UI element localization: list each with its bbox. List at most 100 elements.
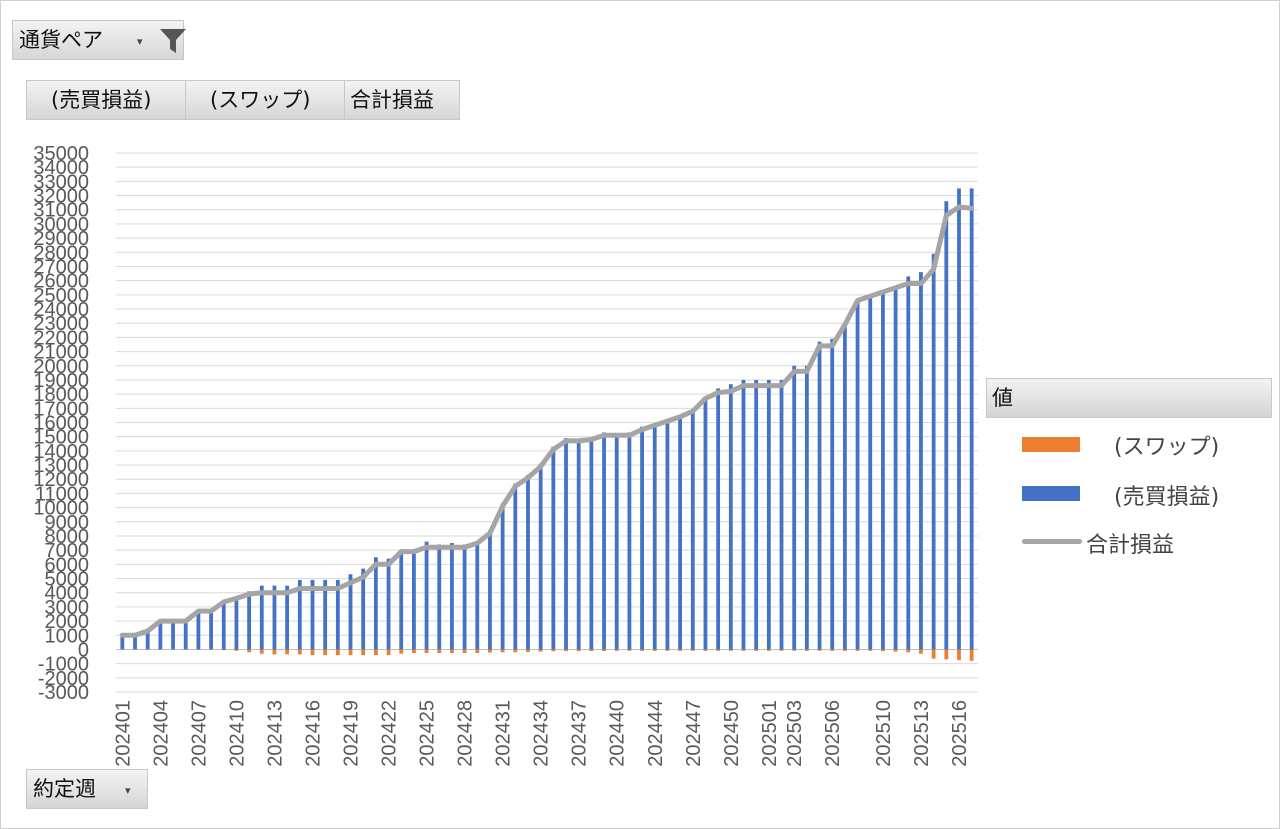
swap-bar <box>944 649 949 660</box>
swap-bar <box>627 649 632 651</box>
trade-pl-bar <box>640 426 644 650</box>
trade-pl-bar <box>513 483 518 650</box>
x-tick-label: 202506 <box>822 700 844 767</box>
trade-pl-bar <box>171 621 175 650</box>
x-tick-label: 202404 <box>150 700 172 767</box>
x-tick-label: 202510 <box>873 700 895 767</box>
trade-pl-bar <box>209 611 213 650</box>
trade-pl-bar <box>386 558 391 650</box>
trade-pl-bar <box>234 596 239 650</box>
swap-bar <box>500 649 505 653</box>
y-tick-label: 30000 <box>33 214 89 236</box>
legend-item-total-pl[interactable]: 合計損益 <box>1086 533 1175 558</box>
value-field-total-pl[interactable]: 合計損益 <box>344 80 460 120</box>
x-tick-label: 202419 <box>341 700 363 767</box>
y-tick-label: 24000 <box>33 299 89 321</box>
trade-pl-bar <box>158 621 163 650</box>
x-axis-tick-labels: 202401 202404 202407 202410 202413 202416 2024… <box>112 700 971 767</box>
trade-pl-bar <box>488 530 492 650</box>
swap-bar <box>551 649 556 652</box>
swap-bar <box>665 649 670 651</box>
filter-icon[interactable] <box>159 28 187 54</box>
y-tick-label: -1000 <box>38 654 89 676</box>
axis-field-label: 約定週 <box>33 777 96 801</box>
trade-pl-bar <box>830 338 835 650</box>
y-tick-label: -3000 <box>38 682 89 704</box>
x-tick-label: 202513 <box>911 700 933 767</box>
x-tick-label: 202440 <box>607 700 629 767</box>
trade-pl-bar <box>766 379 771 650</box>
trade-pl-bar <box>690 409 695 650</box>
trade-pl-bar <box>589 438 594 650</box>
x-tick-label: 202416 <box>302 700 324 767</box>
y-tick-label: 34000 <box>33 157 89 179</box>
trade-pl-bar <box>424 541 429 650</box>
trade-pl-bar <box>551 446 556 650</box>
trade-pl-bar <box>855 301 860 650</box>
trade-pl-bar <box>614 433 619 650</box>
legend-item-trade-pl[interactable]: (売買損益) <box>1114 485 1220 510</box>
swap-bar <box>373 649 378 656</box>
swap-bar <box>297 649 302 655</box>
swap-bar <box>526 649 530 653</box>
swap-bar <box>348 649 353 656</box>
dropdown-arrow-icon[interactable]: ▾ <box>125 784 131 797</box>
swap-bar <box>703 649 708 651</box>
swap-bar <box>285 649 290 655</box>
swap-bar <box>741 649 746 651</box>
trade-pl-bar <box>310 579 315 650</box>
value-field-label: (売買損益) <box>51 88 152 112</box>
swap-bar <box>817 649 822 651</box>
dropdown-arrow-icon[interactable]: ▾ <box>137 35 143 48</box>
trade-pl-bar <box>272 585 277 650</box>
legend-title[interactable]: 値 <box>986 378 1272 418</box>
trade-pl-bar <box>373 557 378 650</box>
trade-pl-bar <box>627 432 632 650</box>
x-tick-label: 202401 <box>112 700 134 767</box>
trade-pl-bar <box>944 201 949 650</box>
y-tick-label: 18000 <box>33 384 89 406</box>
y-tick-label: 8000 <box>45 526 90 548</box>
swap-bar <box>221 649 226 651</box>
y-tick-label: 17000 <box>33 398 89 420</box>
trade-pl-bar <box>804 365 809 650</box>
page-field-button[interactable]: 通貨ペア ▾ <box>12 20 187 60</box>
swap-bar <box>855 649 860 651</box>
trade-pl-bar <box>500 503 505 650</box>
swap-bar <box>779 649 784 651</box>
swap-bar <box>576 649 581 652</box>
y-tick-label: 3000 <box>45 597 90 619</box>
axis-field-button[interactable]: 約定週 ▾ <box>26 769 148 809</box>
trade-pl-bar <box>716 388 721 650</box>
legend-item-swap[interactable]: (スワップ) <box>1114 435 1220 460</box>
page-field-label: 通貨ペア <box>19 28 103 52</box>
value-field-swap[interactable]: (スワップ) <box>185 80 345 120</box>
swap-bar <box>564 649 568 652</box>
y-tick-label: 2000 <box>45 611 90 633</box>
y-tick-label: 14000 <box>33 441 89 463</box>
trade-pl-bar <box>868 296 873 650</box>
swap-bar <box>589 649 594 652</box>
trade-pl-bar <box>196 611 201 650</box>
trade-pl-bar <box>893 287 898 650</box>
trade-pl-bar <box>881 292 885 650</box>
swap-bar <box>272 649 277 655</box>
trade-pl-bar <box>120 635 125 650</box>
trade-pl-bar <box>576 439 581 650</box>
y-tick-label: -2000 <box>38 668 89 690</box>
swap-bar <box>931 649 936 659</box>
y-tick-label: 1000 <box>45 625 90 647</box>
trade-pl-bar <box>297 579 302 650</box>
swap-bar <box>335 649 340 656</box>
y-tick-label: 13000 <box>33 455 89 477</box>
trade-pl-bar <box>754 379 759 650</box>
x-tick-label: 202425 <box>417 700 439 767</box>
trade-pl-bar <box>462 544 467 650</box>
y-tick-label: 35000 <box>33 143 89 165</box>
swap-bar <box>842 649 847 651</box>
y-tick-label: 33000 <box>33 171 89 193</box>
swap-bar <box>247 649 252 653</box>
trade-pl-bar <box>906 276 911 650</box>
swap-bar <box>386 649 391 656</box>
trade-pl-bar <box>602 432 606 650</box>
